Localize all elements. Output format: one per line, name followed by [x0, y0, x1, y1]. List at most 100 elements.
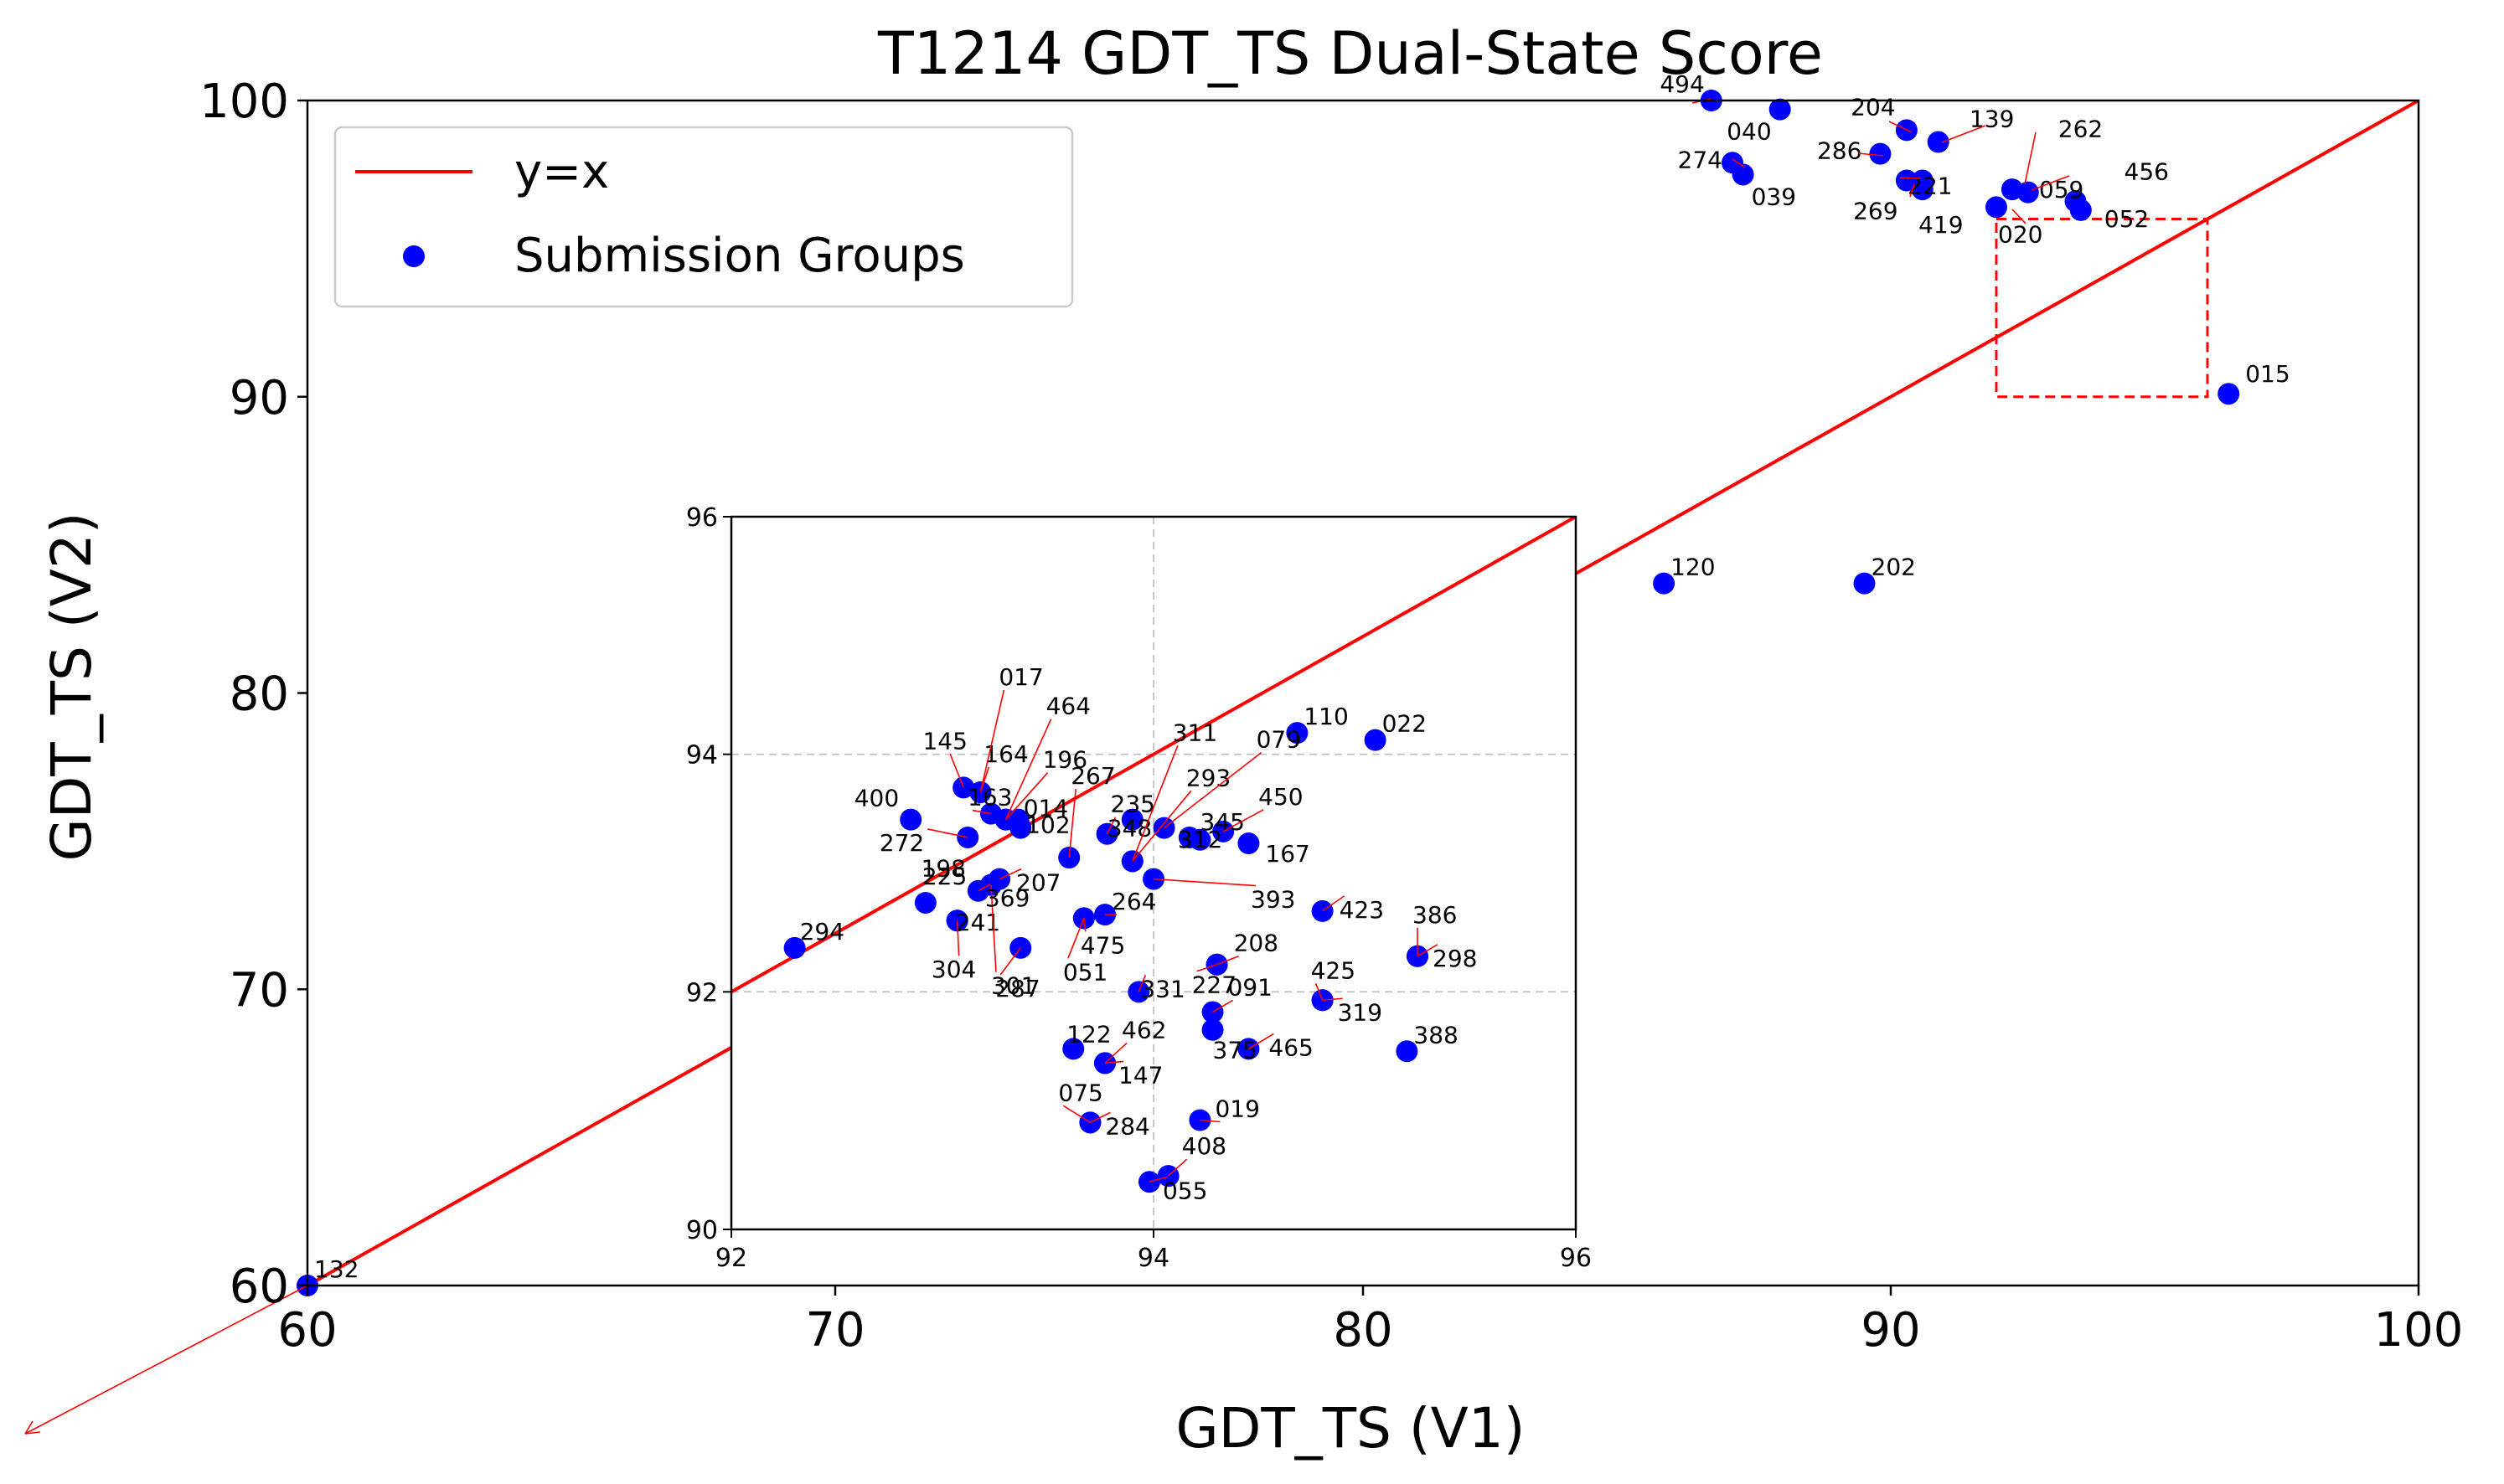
point-label: 262	[2058, 116, 2103, 143]
inset-y-tick-label: 92	[686, 978, 718, 1007]
inset-annotation-arrow	[1164, 751, 1262, 829]
inset-point-label: 301	[991, 972, 1035, 1000]
inset-point-label: 465	[1268, 1033, 1313, 1061]
point-label: 132	[314, 1255, 359, 1283]
inset-annotation-arrow	[1222, 809, 1264, 832]
inset-point-110	[1286, 722, 1309, 745]
inset-annotation-arrow	[1153, 878, 1257, 887]
inset-point-label: 208	[1234, 930, 1278, 957]
inset-point-label: 311	[1173, 719, 1217, 746]
arrow-head	[24, 1420, 41, 1435]
inset-y-tick-label: 96	[686, 503, 718, 533]
inset-annotation-arrow	[1132, 745, 1179, 862]
inset-point-label: 196	[1043, 746, 1087, 774]
inset-point-label: 207	[1016, 869, 1061, 897]
inset-point-label: 163	[968, 784, 1012, 812]
inset-point-294	[783, 936, 806, 959]
inset-point-label: 267	[1071, 762, 1115, 790]
inset-point-label: 164	[984, 740, 1028, 768]
inset-point-label: 375	[1213, 1037, 1257, 1064]
inset-point-label: 386	[1412, 901, 1457, 929]
inset-point-label: 393	[1251, 886, 1295, 914]
data-point-286	[1869, 142, 1892, 165]
point-label: 040	[1727, 118, 1771, 146]
inset-annotation-arrow	[1247, 1033, 1274, 1050]
inset-annotation-arrow	[1005, 772, 1049, 821]
point-label: 039	[1752, 183, 1796, 210]
inset-point-label: 079	[1257, 726, 1301, 754]
inset-point-167	[1237, 832, 1260, 855]
inset-annotation-arrow	[1168, 1158, 1188, 1177]
inset-annotation-arrow	[1322, 997, 1343, 1002]
x-axis-title: GDT_TS (V1)	[1175, 1396, 1525, 1461]
x-tick-label: 80	[1333, 1303, 1392, 1358]
data-point-040	[1768, 98, 1791, 121]
inset-point-label: 022	[1382, 710, 1427, 738]
data-point-262	[2016, 181, 2039, 204]
inset-point-label: 225	[922, 863, 967, 890]
inset-annotation-arrow	[1104, 1060, 1124, 1064]
inset-point-label: 017	[999, 663, 1043, 691]
inset-annotation-arrow	[1200, 1119, 1221, 1123]
inset-point-label: 294	[800, 918, 844, 946]
inset-annotation-arrow	[979, 689, 1005, 793]
point-label: 494	[1660, 70, 1704, 98]
inset-point-122	[1062, 1038, 1085, 1060]
point-label: 269	[1853, 198, 1897, 225]
inset-point-label: 331	[1140, 975, 1185, 1002]
inset-point-label: 345	[1200, 808, 1244, 836]
inset-point-label: 425	[1311, 956, 1355, 984]
inset-annotation-arrow	[1062, 1105, 1091, 1124]
inset-annotation-arrow	[1196, 963, 1217, 972]
annotation-arrow	[1909, 183, 1915, 198]
inset-point-label: 388	[1413, 1021, 1458, 1049]
inset-point-label: 287	[995, 975, 1040, 1002]
chart-title: T1214 GDT_TS Dual-State Score	[877, 19, 1823, 88]
inset-point-label: 198	[922, 855, 966, 883]
point-label: 052	[2104, 205, 2149, 233]
point-label: 202	[1872, 554, 1916, 581]
point-label: 286	[1817, 137, 1861, 165]
inset-point-225	[914, 891, 937, 914]
inset-point-label: 019	[1215, 1095, 1259, 1123]
inset-point-label: 227	[1192, 971, 1237, 999]
inset-point-label: 272	[880, 829, 924, 857]
data-point-202	[1853, 572, 1876, 595]
y-axis-title: GDT_TS (V2)	[39, 512, 104, 861]
point-label: 204	[1851, 93, 1895, 121]
inset-annotation-arrow	[1004, 719, 1052, 821]
inset-point-400	[900, 808, 922, 831]
x-tick-label: 90	[1861, 1303, 1920, 1358]
inset-point-label: 408	[1182, 1132, 1226, 1160]
inset-point-label: 450	[1258, 783, 1303, 811]
inset-annotation-arrow	[949, 754, 964, 788]
point-label: 015	[2245, 360, 2290, 388]
inset-point-label: 102	[1025, 812, 1070, 839]
inset-reference-line	[731, 517, 1576, 994]
x-tick-label: 70	[805, 1303, 865, 1358]
point-label: 059	[2039, 176, 2083, 204]
inset-annotation-arrow	[1149, 1176, 1169, 1183]
inset-annotation-arrow	[956, 920, 960, 956]
data-point-039	[1732, 163, 1754, 186]
inset-annotation-arrow	[1322, 895, 1345, 912]
inset-point-label: 464	[1046, 693, 1091, 720]
inset-annotation-arrow	[1314, 982, 1324, 1001]
inset-point-label: 122	[1066, 1020, 1111, 1048]
inset-point-345	[1189, 828, 1211, 851]
annotation-arrow	[1941, 125, 1986, 143]
data-point-120	[1653, 572, 1675, 595]
inset-point-label: 462	[1122, 1016, 1166, 1043]
inset-annotation-arrow	[1090, 1111, 1111, 1124]
annotation-arrow	[2024, 131, 2037, 185]
legend-marker-dot	[403, 245, 425, 267]
y-tick-label: 80	[230, 667, 289, 722]
point-label: 274	[1678, 146, 1722, 173]
inset-y-tick-label: 90	[686, 1216, 718, 1245]
inset-x-tick-label: 96	[1560, 1244, 1592, 1273]
legend-label: Submission Groups	[514, 229, 965, 283]
inset-point-348	[1121, 808, 1144, 831]
inset-annotation-arrow	[972, 809, 992, 815]
data-point-052	[2069, 198, 2092, 221]
